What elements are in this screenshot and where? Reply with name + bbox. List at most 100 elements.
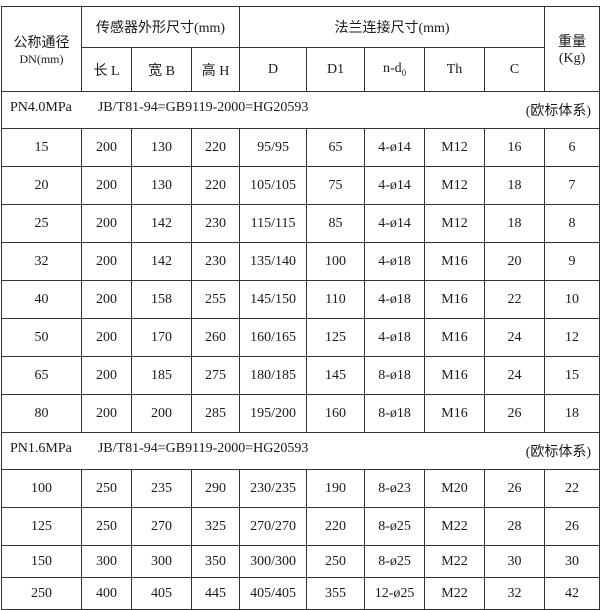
- cell-d1: 190: [306, 469, 366, 508]
- cell-weight: 8: [544, 204, 600, 243]
- cell-d: 95/95: [239, 128, 308, 167]
- cell-th: M22: [424, 545, 486, 578]
- cell-weight: 26: [544, 507, 600, 546]
- weight-label: 重量: [558, 35, 587, 50]
- cell-dn: 65: [1, 356, 82, 395]
- cell-c: 30: [484, 545, 546, 578]
- cell-weight: 15: [544, 356, 600, 395]
- standard-system: (欧标体系): [525, 445, 592, 460]
- cell-length: 250: [81, 469, 132, 508]
- cell-c: 20: [484, 242, 546, 281]
- cell-length: 400: [81, 577, 132, 610]
- pressure-section-row: PN4.0MPa JB/T81-94=GB9119-2000=HG20593 (欧标…: [0, 91, 600, 129]
- cell-c: 18: [484, 204, 546, 243]
- cell-dn: 125: [1, 507, 82, 546]
- cell-height: 285: [190, 394, 241, 433]
- cell-height: 230: [190, 242, 241, 281]
- cell-dn: 100: [1, 469, 82, 508]
- cell-c: 18: [484, 166, 546, 205]
- cell-nd0: 4-ø14: [364, 128, 426, 167]
- cell-d1: 65: [306, 128, 366, 167]
- table-row: 100 250 235 290 230/235 190 8-ø23 M20 26 22: [1, 469, 600, 508]
- col-d: D: [239, 47, 308, 92]
- cell-c: 28: [484, 507, 546, 546]
- table-row: 50 200 170 260 160/165 125 4-ø18 M16 24 12: [1, 318, 600, 357]
- cell-th: M16: [424, 280, 486, 319]
- cell-d: 405/405: [239, 577, 308, 610]
- cell-d1: 110: [306, 280, 366, 319]
- section-header: PN4.0MPa JB/T81-94=GB9119-2000=HG20593 (欧标…: [0, 91, 600, 129]
- cell-height: 445: [190, 577, 241, 610]
- table-row: 15 200 130 220 95/95 65 4-ø14 M12 16 6: [1, 128, 600, 167]
- cell-d1: 355: [306, 577, 366, 610]
- col-nd-subscript: 0: [401, 67, 407, 78]
- cell-c: 26: [484, 394, 546, 433]
- col-d1: D1: [306, 47, 366, 92]
- pressure-rating: PN4.0MPa: [10, 100, 72, 115]
- cell-d: 230/235: [239, 469, 308, 508]
- cell-width: 158: [131, 280, 192, 319]
- cell-width: 130: [131, 128, 192, 167]
- cell-th: M12: [424, 166, 486, 205]
- cell-height: 290: [190, 469, 241, 508]
- cell-d1: 125: [306, 318, 366, 357]
- cell-c: 22: [484, 280, 546, 319]
- cell-dn: 80: [1, 394, 82, 433]
- col-height: 高 H: [190, 47, 241, 92]
- table-row: 250 400 405 445 405/405 355 12-ø25 M22 32 42: [1, 577, 600, 610]
- cell-th: M12: [424, 128, 486, 167]
- cell-width: 405: [131, 577, 192, 610]
- cell-weight: 18: [544, 394, 600, 433]
- cell-weight: 9: [544, 242, 600, 281]
- col-length: 长 L: [81, 47, 132, 92]
- weight-unit: (Kg): [558, 51, 586, 66]
- table-row: 65 200 185 275 180/185 145 8-ø18 M16 24 15: [1, 356, 600, 395]
- cell-th: M16: [424, 394, 486, 433]
- cell-dn: 25: [1, 204, 82, 243]
- cell-nd0: 8-ø18: [364, 356, 426, 395]
- table-row: 40 200 158 255 145/150 110 4-ø18 M16 22 10: [1, 280, 600, 319]
- cell-nd0: 4-ø18: [364, 242, 426, 281]
- cell-nd0: 8-ø25: [364, 507, 426, 546]
- col-th: Th: [424, 47, 486, 92]
- cell-dn: 32: [1, 242, 82, 281]
- cell-d: 300/300: [239, 545, 308, 578]
- cell-c: 24: [484, 356, 546, 395]
- cell-nd0: 4-ø18: [364, 318, 426, 357]
- cell-d: 115/115: [239, 204, 308, 243]
- cell-d: 270/270: [239, 507, 308, 546]
- table-row: 32 200 142 230 135/140 100 4-ø18 M16 20 9: [1, 242, 600, 281]
- cell-nd0: 4-ø14: [364, 166, 426, 205]
- cell-c: 26: [484, 469, 546, 508]
- sensor-group-header: 传感器外形尺寸(mm): [80, 6, 241, 48]
- cell-length: 200: [81, 242, 132, 281]
- pressure-rating: PN1.6MPa: [10, 441, 72, 456]
- cell-height: 220: [190, 128, 241, 167]
- table-row: 25 200 142 230 115/115 85 4-ø14 M12 18 8: [1, 204, 600, 243]
- dn-unit: DN(mm): [19, 51, 64, 66]
- cell-length: 200: [81, 394, 132, 433]
- cell-weight: 10: [544, 280, 600, 319]
- standard-system: (欧标体系): [525, 104, 592, 119]
- cell-weight: 22: [544, 469, 600, 508]
- table-row: 150 300 300 350 300/300 250 8-ø25 M22 30 30: [1, 545, 600, 578]
- cell-th: M16: [424, 356, 486, 395]
- cell-weight: 6: [544, 128, 600, 167]
- cell-nd0: 4-ø14: [364, 204, 426, 243]
- cell-length: 200: [81, 318, 132, 357]
- cell-c: 24: [484, 318, 546, 357]
- dn-label: 公称通径: [13, 35, 70, 51]
- cell-width: 142: [131, 242, 192, 281]
- cell-th: M22: [424, 507, 486, 546]
- cell-d: 195/200: [239, 394, 308, 433]
- cell-length: 200: [81, 280, 132, 319]
- cell-th: M12: [424, 204, 486, 243]
- cell-d1: 145: [306, 356, 366, 395]
- standard: JB/T81-94=GB9119-2000=HG20593: [97, 441, 309, 456]
- pressure-section-row: PN1.6MPa JB/T81-94=GB9119-2000=HG20593 (欧标…: [0, 432, 600, 470]
- cell-c: 16: [484, 128, 546, 167]
- cell-length: 250: [81, 507, 132, 546]
- cell-length: 200: [81, 204, 132, 243]
- cell-d1: 250: [306, 545, 366, 578]
- cell-d1: 160: [306, 394, 366, 433]
